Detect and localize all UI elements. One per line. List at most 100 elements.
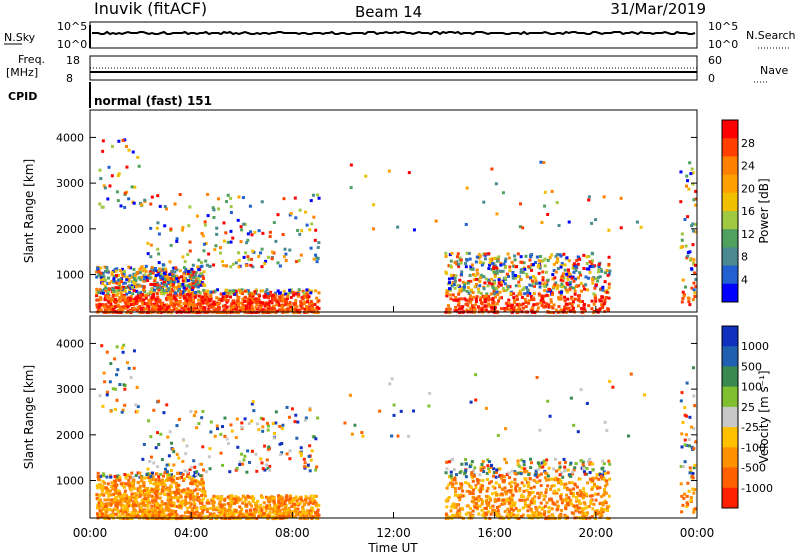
velocity-data-cell <box>535 475 539 479</box>
power-data-cell <box>465 289 469 293</box>
velocity-data-cell <box>447 460 451 464</box>
velocity-data-cell <box>171 491 175 495</box>
power-data-cell <box>313 303 317 307</box>
velocity-data-cell <box>174 509 178 513</box>
power-data-cell <box>155 226 159 230</box>
velocity-data-cell <box>126 515 130 519</box>
velocity-data-cell <box>100 487 104 491</box>
velocity-data-cell <box>110 498 114 502</box>
power-data-cell <box>530 284 534 288</box>
velocity-data-cell <box>480 508 484 512</box>
velocity-data-cell <box>312 494 316 498</box>
power-data-cell <box>565 256 569 260</box>
power-data-cell <box>157 298 161 302</box>
velocity-data-cell <box>254 452 258 456</box>
power-data-cell <box>693 291 697 295</box>
power-data-cell <box>572 270 576 274</box>
power-data-cell <box>515 297 519 301</box>
power-data-cell <box>551 277 555 281</box>
velocity-data-cell <box>522 470 526 474</box>
power-data-cell <box>488 261 492 265</box>
velocity-data-cell <box>264 495 268 499</box>
power-data-cell <box>606 308 610 312</box>
velocity-data-cell <box>200 478 204 482</box>
power-data-cell <box>690 267 694 271</box>
velocity-data-cell <box>469 514 473 518</box>
power-colorbar-tick: 24 <box>741 160 755 173</box>
velocity-data-cell <box>168 489 172 493</box>
velocity-data-cell <box>243 514 247 518</box>
velocity-data-cell <box>156 485 160 489</box>
power-data-cell <box>157 232 161 236</box>
velocity-data-cell <box>495 493 499 497</box>
velocity-data-cell <box>271 421 275 425</box>
velocity-data-cell <box>128 484 132 488</box>
velocity-data-cell <box>106 502 110 506</box>
power-data-cell <box>571 264 575 268</box>
power-data-cell <box>124 286 128 290</box>
velocity-data-cell <box>110 493 114 497</box>
velocity-data-cell <box>126 504 130 508</box>
power-data-cell <box>281 293 285 297</box>
velocity-data-cell <box>575 491 579 495</box>
velocity-data-cell <box>267 498 271 502</box>
velocity-data-cell <box>169 485 173 489</box>
velocity-data-cell <box>198 462 202 466</box>
velocity-data-cell <box>454 490 458 494</box>
velocity-data-cell <box>500 476 504 480</box>
velocity-data-cell <box>106 498 110 502</box>
velocity-data-cell <box>603 499 607 503</box>
power-data-cell <box>248 204 252 208</box>
power-data-cell <box>235 299 239 303</box>
velocity-data-cell <box>288 497 292 501</box>
velocity-data-cell <box>540 461 544 465</box>
power-data-cell <box>169 243 173 247</box>
power-data-cell <box>194 309 198 313</box>
velocity-data-cell <box>266 466 270 470</box>
velocity-data-cell <box>469 473 473 477</box>
velocity-data-cell <box>128 503 132 507</box>
power-data-cell <box>121 267 125 271</box>
velocity-data-cell <box>603 490 607 494</box>
power-data-cell <box>300 229 304 233</box>
power-data-cell <box>542 160 546 164</box>
power-data-cell <box>136 270 140 274</box>
power-data-cell <box>509 292 513 296</box>
power-data-cell <box>506 304 510 308</box>
velocity-data-cell <box>147 473 151 477</box>
velocity-data-cell <box>514 507 518 511</box>
velocity-data-cell <box>456 494 460 498</box>
power-data-cell <box>483 257 487 261</box>
velocity-data-cell <box>547 514 551 518</box>
power-data-cell <box>501 191 505 195</box>
velocity-data-cell <box>472 500 476 504</box>
velocity-data-cell <box>286 508 290 512</box>
power-data-cell <box>482 200 486 204</box>
power-data-cell <box>202 249 206 253</box>
power-data-cell <box>499 283 503 287</box>
power-data-cell <box>259 251 263 255</box>
velocity-data-cell <box>290 505 294 509</box>
velocity-data-cell <box>468 490 472 494</box>
power-data-cell <box>292 293 296 297</box>
power-data-cell <box>282 289 286 293</box>
velocity-data-cell <box>215 506 219 510</box>
velocity-data-cell <box>265 504 269 508</box>
velocity-data-cell <box>498 474 502 478</box>
power-data-cell <box>603 271 607 275</box>
power-data-cell <box>263 308 267 312</box>
power-data-cell <box>123 138 127 142</box>
power-data-cell <box>101 139 105 143</box>
velocity-data-cell <box>195 484 199 488</box>
velocity-data-cell <box>254 510 258 514</box>
power-data-cell <box>117 289 121 293</box>
velocity-data-cell <box>154 478 158 482</box>
velocity-data-cell <box>165 403 169 407</box>
power-data-cell <box>116 303 120 307</box>
velocity-data-cell <box>234 436 238 440</box>
velocity-data-cell <box>241 513 245 517</box>
velocity-data-cell <box>586 459 590 463</box>
power-data-cell <box>563 268 567 272</box>
power-data-cell <box>260 200 264 204</box>
velocity-data-cell <box>510 495 514 499</box>
